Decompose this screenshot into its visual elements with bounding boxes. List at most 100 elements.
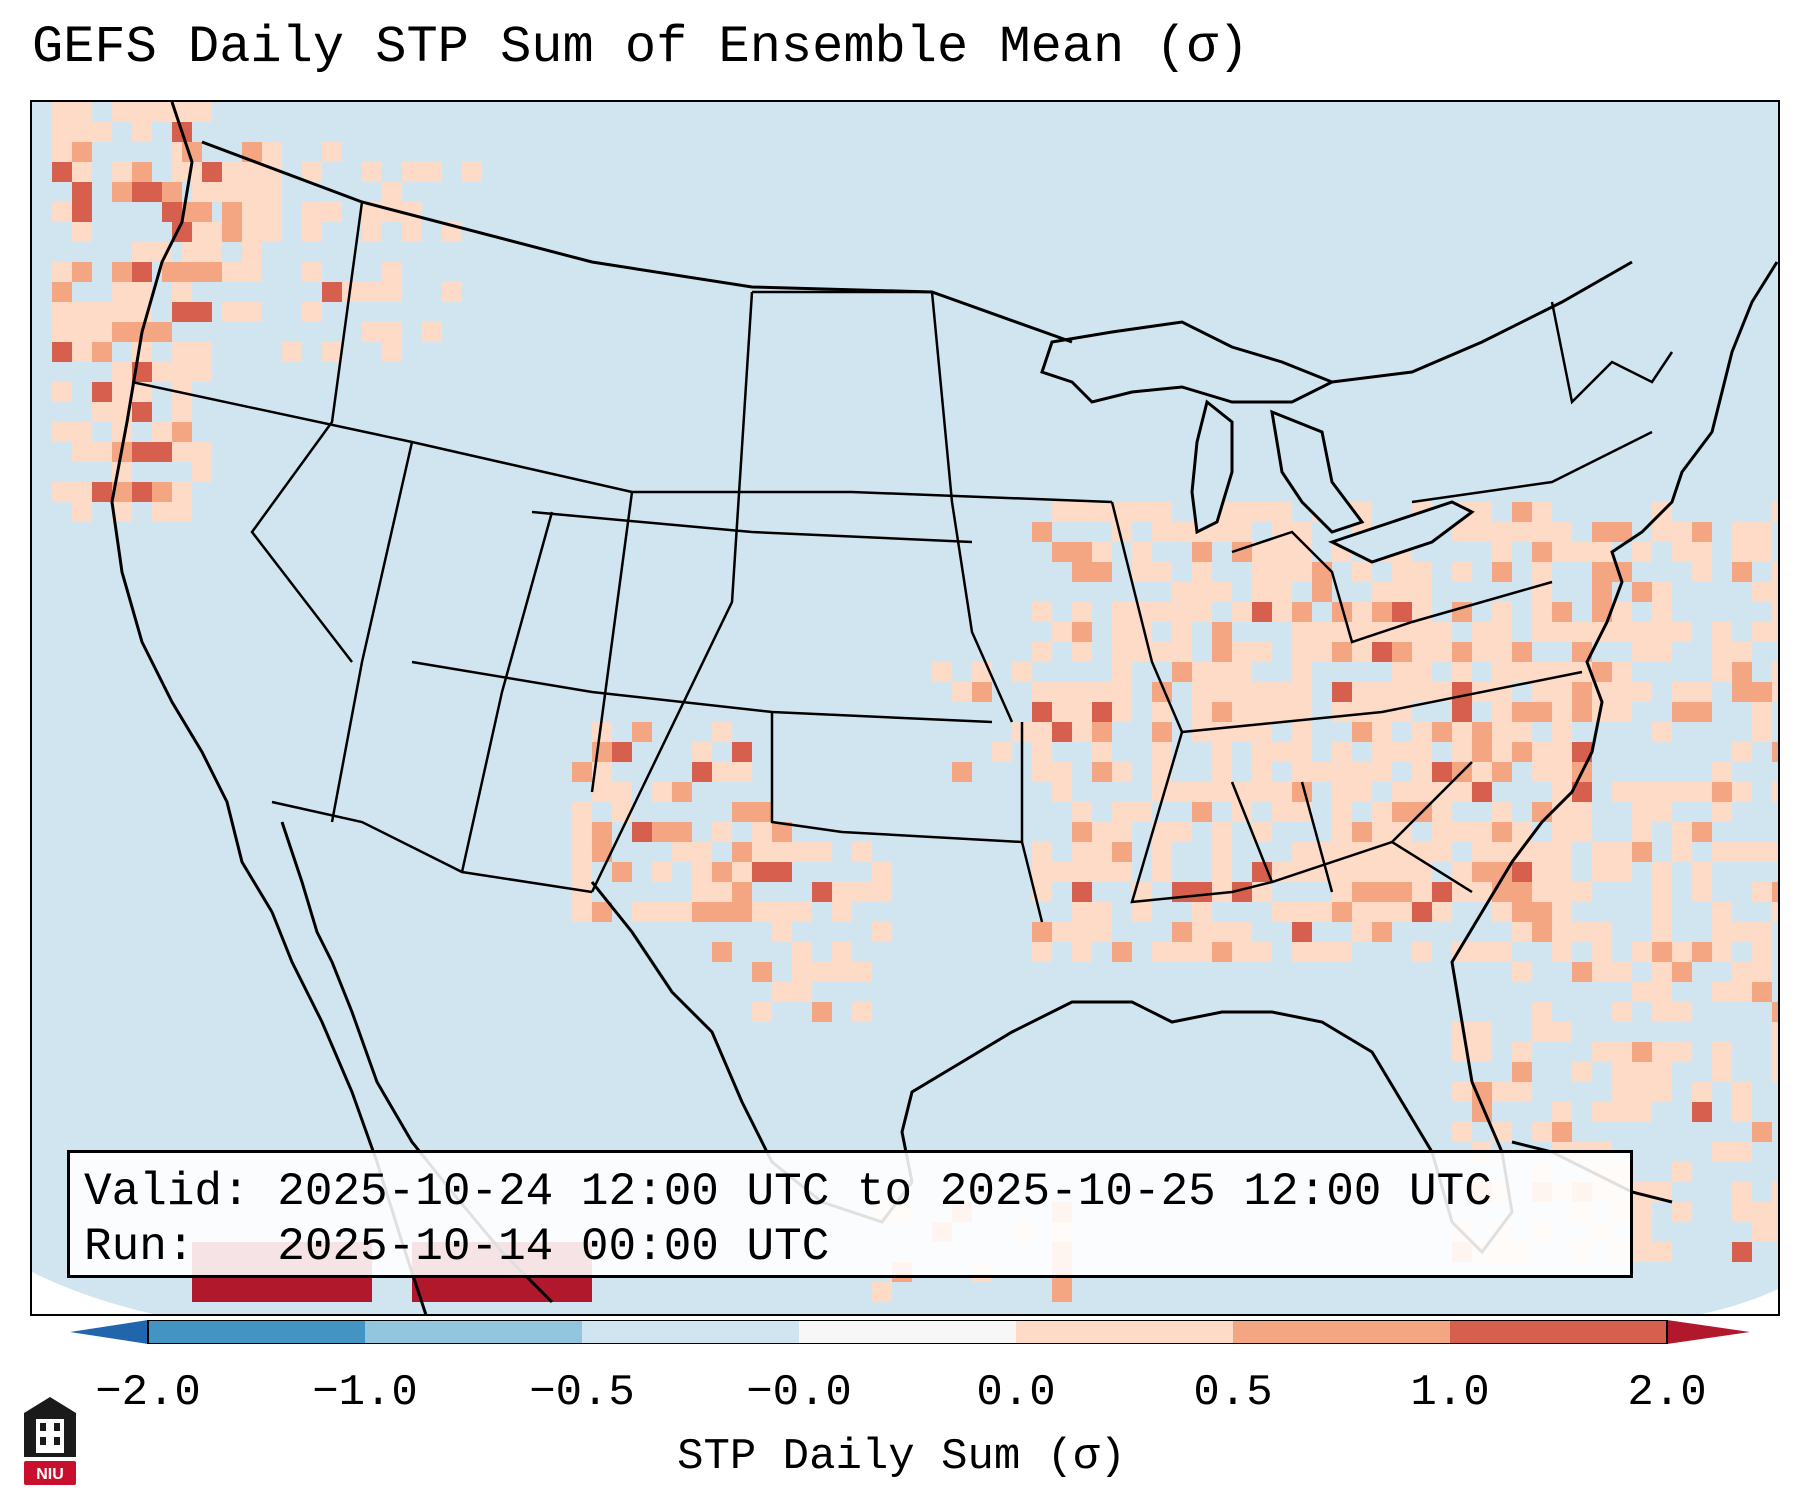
anomaly-cell xyxy=(52,302,72,322)
anomaly-cell xyxy=(1692,1102,1712,1122)
anomaly-cell xyxy=(1392,682,1412,702)
colorbar-segment xyxy=(1233,1320,1450,1344)
anomaly-cell xyxy=(162,182,182,202)
anomaly-cell xyxy=(952,762,972,782)
anomaly-cell xyxy=(1492,742,1512,762)
anomaly-cell xyxy=(1292,902,1312,922)
anomaly-cell xyxy=(1072,682,1092,702)
anomaly-cell xyxy=(1672,1042,1692,1062)
anomaly-cell xyxy=(322,282,342,302)
anomaly-cell xyxy=(712,882,732,902)
anomaly-cell xyxy=(202,182,222,202)
anomaly-cell xyxy=(1032,722,1052,742)
anomaly-cell xyxy=(1112,602,1132,622)
anomaly-cell xyxy=(1352,702,1372,722)
anomaly-cell xyxy=(1072,702,1092,722)
anomaly-cell xyxy=(1092,842,1112,862)
anomaly-cell xyxy=(1592,702,1612,722)
anomaly-cell xyxy=(1732,642,1752,662)
anomaly-cell xyxy=(1652,942,1672,962)
anomaly-cell xyxy=(1552,702,1572,722)
anomaly-cell xyxy=(52,142,72,162)
anomaly-cell xyxy=(1392,582,1412,602)
anomaly-cell xyxy=(1412,942,1432,962)
anomaly-cell xyxy=(52,122,72,142)
anomaly-cell xyxy=(1432,882,1452,902)
anomaly-cell xyxy=(1632,822,1652,842)
anomaly-cell xyxy=(1472,522,1492,542)
anomaly-cell xyxy=(1392,742,1412,762)
anomaly-cell xyxy=(1572,962,1592,982)
anomaly-cell xyxy=(1712,622,1732,642)
anomaly-cell xyxy=(1752,1202,1772,1222)
anomaly-cell xyxy=(1512,1062,1532,1082)
anomaly-cell xyxy=(1272,542,1292,562)
anomaly-cell xyxy=(1032,522,1052,542)
anomaly-cell xyxy=(1752,1222,1772,1242)
anomaly-cell xyxy=(1092,862,1112,882)
anomaly-cell xyxy=(1712,642,1732,662)
anomaly-cell xyxy=(1752,522,1772,542)
anomaly-cell xyxy=(1032,602,1052,622)
anomaly-cell xyxy=(1692,882,1712,902)
anomaly-cell xyxy=(1252,642,1272,662)
anomaly-cell xyxy=(1712,1142,1732,1162)
anomaly-cell xyxy=(1552,542,1572,562)
anomaly-cell xyxy=(1052,782,1072,802)
anomaly-cell xyxy=(1712,802,1732,822)
anomaly-cell xyxy=(1532,542,1552,562)
anomaly-cell xyxy=(1332,702,1352,722)
anomaly-cell xyxy=(572,802,592,822)
anomaly-cell xyxy=(1472,882,1492,902)
anomaly-cell xyxy=(1672,962,1692,982)
anomaly-cell xyxy=(1252,602,1272,622)
anomaly-cell xyxy=(792,982,812,1002)
anomaly-cell xyxy=(1072,902,1092,922)
anomaly-cell xyxy=(1592,1042,1612,1062)
projection-corner-right xyxy=(1701,1288,1778,1314)
anomaly-cell xyxy=(872,922,892,942)
anomaly-cell xyxy=(1592,942,1612,962)
anomaly-cell xyxy=(732,802,752,822)
anomaly-cell xyxy=(1612,1002,1632,1022)
anomaly-cell xyxy=(132,262,152,282)
anomaly-cell xyxy=(1652,962,1672,982)
colorbar-tick-label: −2.0 xyxy=(95,1368,201,1418)
anomaly-cell xyxy=(132,342,152,362)
anomaly-cell xyxy=(1672,1162,1692,1182)
valid-time-box: Valid: 2025-10-24 12:00 UTC to 2025-10-2… xyxy=(67,1150,1633,1278)
anomaly-cell xyxy=(1152,842,1172,862)
anomaly-cell xyxy=(772,922,792,942)
anomaly-cell xyxy=(1252,742,1272,762)
anomaly-cell xyxy=(1492,822,1512,842)
anomaly-cell xyxy=(1112,842,1132,862)
anomaly-cell xyxy=(1192,562,1212,582)
anomaly-cell xyxy=(1192,802,1212,822)
anomaly-cell xyxy=(1612,782,1632,802)
anomaly-cell xyxy=(1672,822,1692,842)
anomaly-cell xyxy=(112,482,132,502)
anomaly-cell xyxy=(1192,922,1212,942)
anomaly-cell xyxy=(1532,742,1552,762)
anomaly-cell xyxy=(192,342,212,362)
anomaly-cell xyxy=(1252,762,1272,782)
anomaly-cell xyxy=(1512,722,1532,742)
anomaly-cell xyxy=(1072,882,1092,902)
anomaly-cell xyxy=(1772,1002,1778,1022)
anomaly-cell xyxy=(1472,1022,1492,1042)
map-panel xyxy=(30,100,1780,1316)
anomaly-cell xyxy=(692,862,712,882)
anomaly-cell xyxy=(112,102,132,122)
anomaly-cell xyxy=(1572,702,1592,722)
anomaly-cell xyxy=(1212,662,1232,682)
anomaly-cell xyxy=(1572,882,1592,902)
anomaly-cell xyxy=(1052,1282,1072,1302)
anomaly-cell xyxy=(1452,702,1472,722)
anomaly-cell xyxy=(152,322,172,342)
anomaly-cell xyxy=(72,202,92,222)
anomaly-cell xyxy=(1112,942,1132,962)
anomaly-cell xyxy=(302,302,322,322)
anomaly-cell xyxy=(612,862,632,882)
anomaly-cell xyxy=(1532,522,1552,542)
anomaly-cell xyxy=(132,242,152,262)
